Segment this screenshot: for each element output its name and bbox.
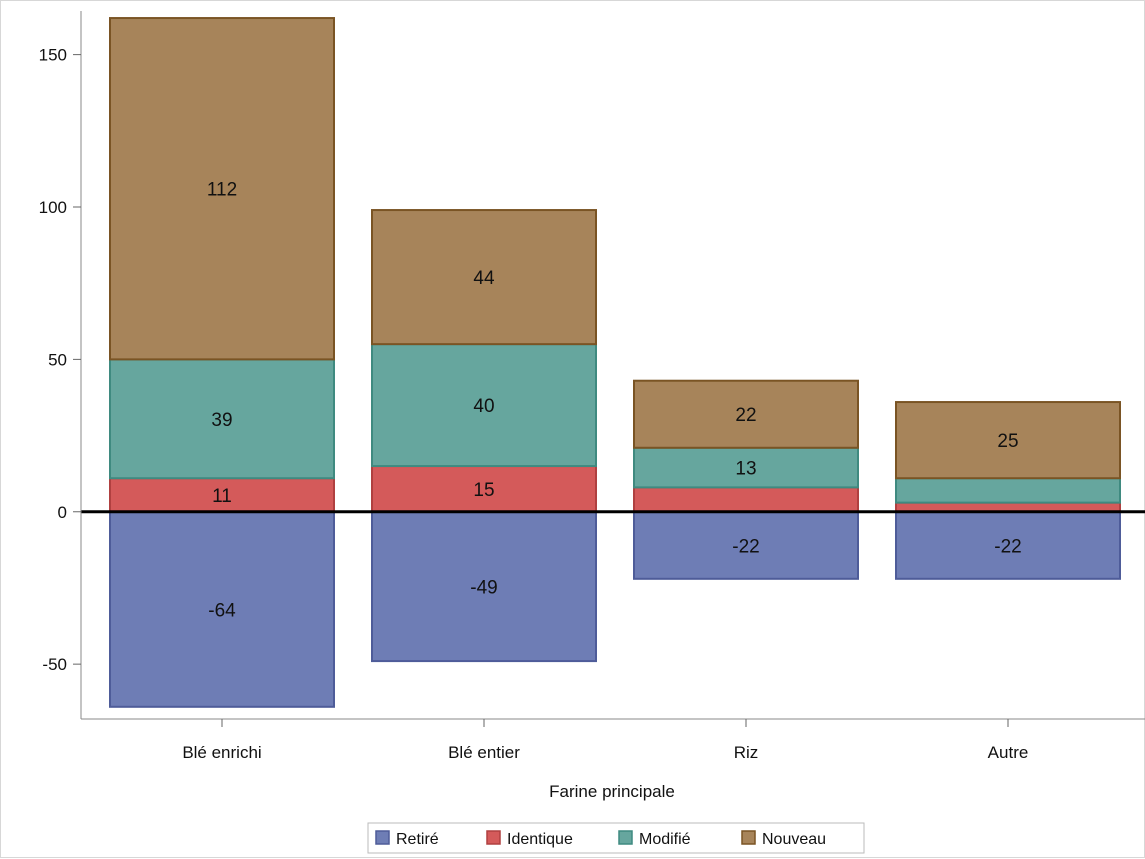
bar-nouveau-3 [633,379,859,449]
data-label: -49 [470,577,497,598]
data-label: 112 [207,180,237,201]
bar-nouveau-4 [895,401,1121,480]
bar-retiré-4 [895,510,1121,580]
x-tick-label: Autre [988,743,1029,762]
data-label: -22 [732,536,759,557]
bar-nouveau-2 [371,209,597,346]
axes-group: -50 0 50 100 150 Blé enrichi Blé entier Riz Autr… [39,11,1145,762]
legend-swatch-nouveau [741,830,756,845]
legend-box [367,822,865,854]
x-tick-label: Riz [734,743,759,762]
data-label: -64 [208,600,236,621]
x-axis-title: Farine principale [549,782,675,801]
bars-group [109,17,1121,708]
legend: Retiré Identique Modifié Nouveau [367,822,865,854]
legend-label: Modifié [639,831,691,848]
data-label: 15 [473,480,494,501]
data-label: 44 [473,268,495,289]
bar-nouveau-1 [109,17,335,361]
y-tick-label: 50 [48,350,67,369]
bar-identique-2 [371,465,597,513]
data-label: 39 [211,410,232,431]
data-label: 40 [473,396,494,417]
bar-retiré-1 [109,510,335,708]
data-label: 11 [212,486,232,507]
bar-modifié-2 [371,343,597,468]
data-label: 22 [735,405,756,426]
x-tick-label: Blé entier [448,743,520,762]
bar-retiré-3 [633,510,859,580]
bar-modifié-3 [633,446,859,489]
data-label: -22 [994,536,1021,557]
bar-identique-3 [633,486,859,513]
legend-label: Identique [507,831,573,848]
y-tick-label: 150 [39,46,67,65]
y-tick-label: 100 [39,198,67,217]
legend-swatch-retiré [375,830,390,845]
legend-label: Retiré [396,831,439,848]
y-tick-label: -50 [42,655,67,674]
legend-swatch-modifié [618,830,633,845]
bar-modifié-4 [895,477,1121,504]
bar-retiré-2 [371,510,597,663]
legend-label: Nouveau [762,831,826,848]
legend-swatch-identique [486,830,501,845]
y-tick-label: 0 [58,503,67,522]
data-label: 13 [735,459,756,480]
x-tick-label: Blé enrichi [182,743,261,762]
data-label: 25 [997,431,1018,452]
data-labels-group: -64 11 39 112 -49 15 40 44 -22 13 22 -22 25 [207,180,1022,622]
